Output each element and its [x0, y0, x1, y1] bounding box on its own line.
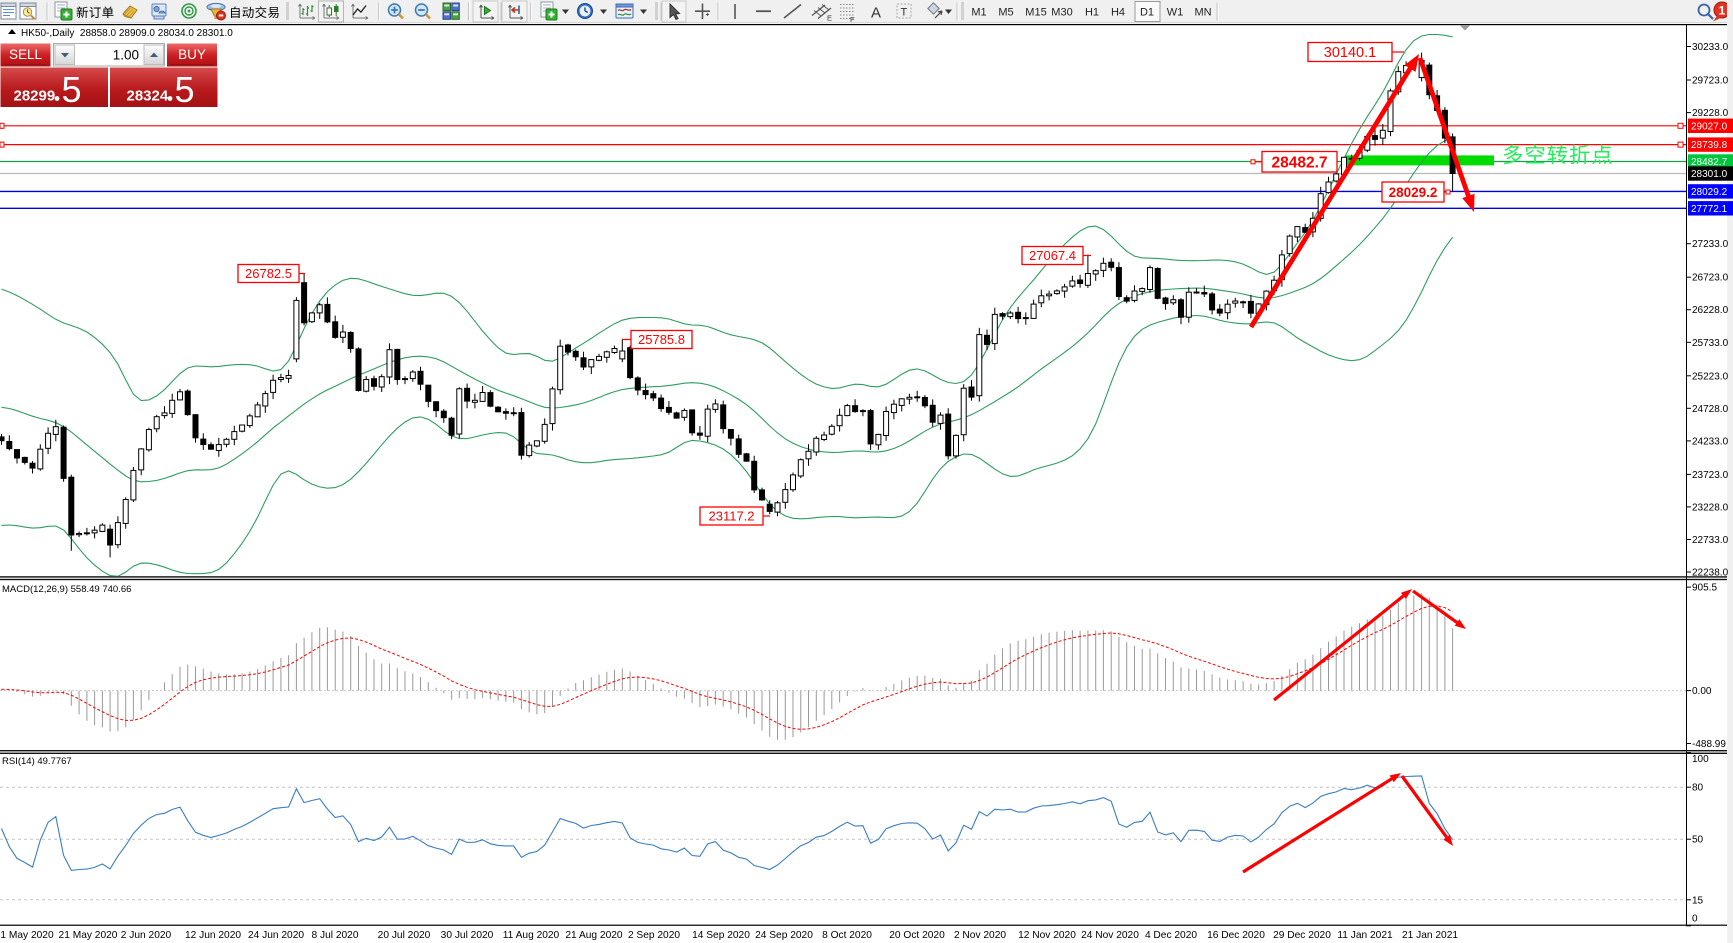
svg-text:28482.7: 28482.7 [1691, 157, 1728, 168]
svg-text:8 Jul 2020: 8 Jul 2020 [311, 930, 358, 941]
svg-text:MACD(12,26,9) 558.49 740.66: MACD(12,26,9) 558.49 740.66 [2, 584, 131, 595]
svg-text:M30: M30 [1051, 7, 1072, 19]
svg-text:0.00: 0.00 [1692, 686, 1712, 697]
svg-text:4 Dec 2020: 4 Dec 2020 [1145, 930, 1197, 941]
svg-text:24 Nov 2020: 24 Nov 2020 [1081, 930, 1139, 941]
svg-text:50: 50 [1692, 835, 1704, 846]
svg-text:26228.0: 26228.0 [1692, 305, 1729, 316]
svg-text:24728.0: 24728.0 [1692, 404, 1729, 415]
svg-text:0: 0 [1692, 914, 1698, 925]
svg-text:RSI(14) 49.7767: RSI(14) 49.7767 [2, 756, 72, 767]
svg-text:T: T [901, 7, 908, 19]
svg-text:M15: M15 [1025, 7, 1046, 19]
svg-text:23117.2: 23117.2 [708, 509, 754, 524]
svg-text:5: 5 [62, 69, 82, 110]
svg-text:28301.0: 28301.0 [1691, 169, 1728, 180]
svg-text:28029.2: 28029.2 [1389, 185, 1438, 200]
svg-text:12 Jun 2020: 12 Jun 2020 [185, 930, 241, 941]
svg-text:20 Oct 2020: 20 Oct 2020 [889, 930, 945, 941]
svg-text:30233.0: 30233.0 [1692, 42, 1729, 53]
svg-text:H1: H1 [1085, 7, 1099, 19]
svg-text:25785.8: 25785.8 [638, 332, 685, 347]
svg-text:28739.8: 28739.8 [1691, 140, 1728, 151]
svg-text:22733.0: 22733.0 [1692, 535, 1729, 546]
svg-text:24 Jun 2020: 24 Jun 2020 [248, 930, 304, 941]
svg-text:29228.0: 29228.0 [1692, 108, 1729, 119]
svg-text:F: F [850, 15, 855, 24]
svg-text:28029.2: 28029.2 [1691, 187, 1728, 198]
svg-text:1: 1 [1719, 4, 1726, 18]
svg-text:SELL: SELL [9, 47, 43, 62]
svg-text:24 Sep 2020: 24 Sep 2020 [755, 930, 813, 941]
svg-text:905.5: 905.5 [1692, 583, 1717, 594]
svg-text:28324: 28324 [127, 88, 169, 105]
svg-text:30 Jul 2020: 30 Jul 2020 [441, 930, 494, 941]
svg-text:12 Nov 2020: 12 Nov 2020 [1018, 930, 1076, 941]
svg-text:11 Jan 2021: 11 Jan 2021 [1337, 930, 1393, 941]
svg-text:21 May 2020: 21 May 2020 [59, 930, 118, 941]
svg-text:20 Jul 2020: 20 Jul 2020 [378, 930, 431, 941]
svg-text:E: E [827, 14, 832, 23]
svg-text:8 Oct 2020: 8 Oct 2020 [822, 930, 872, 941]
svg-text:-488.99: -488.99 [1692, 739, 1726, 750]
svg-text:M1: M1 [971, 7, 986, 19]
svg-text:MN: MN [1194, 7, 1211, 19]
svg-text:21 Aug 2020: 21 Aug 2020 [565, 930, 623, 941]
svg-text:M5: M5 [998, 7, 1013, 19]
svg-text:27772.1: 27772.1 [1691, 204, 1728, 215]
svg-text:27067.4: 27067.4 [1029, 248, 1076, 263]
svg-text:22238.0: 22238.0 [1692, 568, 1729, 579]
svg-text:27233.0: 27233.0 [1692, 239, 1729, 250]
svg-text:29723.0: 29723.0 [1692, 76, 1729, 87]
svg-text:HK50-,Daily 28858.0 28909.0 2: HK50-,Daily 28858.0 28909.0 28034.0 2830… [21, 28, 233, 39]
svg-text:28482.7: 28482.7 [1271, 154, 1327, 171]
svg-text:30140.1: 30140.1 [1324, 45, 1376, 61]
svg-text:26723.0: 26723.0 [1692, 273, 1729, 284]
svg-text:1 May 2020: 1 May 2020 [0, 930, 54, 941]
svg-text:14 Sep 2020: 14 Sep 2020 [692, 930, 750, 941]
svg-text:29027.0: 29027.0 [1691, 121, 1728, 132]
svg-text:11 Aug 2020: 11 Aug 2020 [503, 930, 560, 941]
svg-text:A: A [871, 5, 881, 22]
svg-text:D1: D1 [1140, 7, 1154, 19]
svg-text:BUY: BUY [178, 47, 206, 62]
svg-text:23723.0: 23723.0 [1692, 470, 1729, 481]
svg-text:80: 80 [1692, 783, 1704, 794]
svg-text:28299: 28299 [14, 88, 56, 105]
svg-text:1.00: 1.00 [113, 48, 139, 63]
svg-text:15: 15 [1692, 895, 1704, 906]
svg-text:100: 100 [1692, 754, 1709, 765]
svg-text:5: 5 [175, 69, 195, 110]
svg-text:29 Dec 2020: 29 Dec 2020 [1273, 930, 1331, 941]
svg-text:16 Dec 2020: 16 Dec 2020 [1207, 930, 1265, 941]
svg-text:H4: H4 [1111, 7, 1125, 19]
svg-text:26782.5: 26782.5 [245, 266, 292, 281]
svg-text:21 Jan 2021: 21 Jan 2021 [1402, 930, 1458, 941]
svg-text:24233.0: 24233.0 [1692, 436, 1729, 447]
svg-text:23228.0: 23228.0 [1692, 502, 1729, 513]
svg-text:2 Jun 2020: 2 Jun 2020 [121, 930, 172, 941]
svg-text:25223.0: 25223.0 [1692, 371, 1729, 382]
svg-text:2 Nov 2020: 2 Nov 2020 [954, 930, 1006, 941]
svg-text:2 Sep 2020: 2 Sep 2020 [628, 930, 680, 941]
svg-text:W1: W1 [1167, 7, 1184, 19]
svg-text:25733.0: 25733.0 [1692, 338, 1729, 349]
